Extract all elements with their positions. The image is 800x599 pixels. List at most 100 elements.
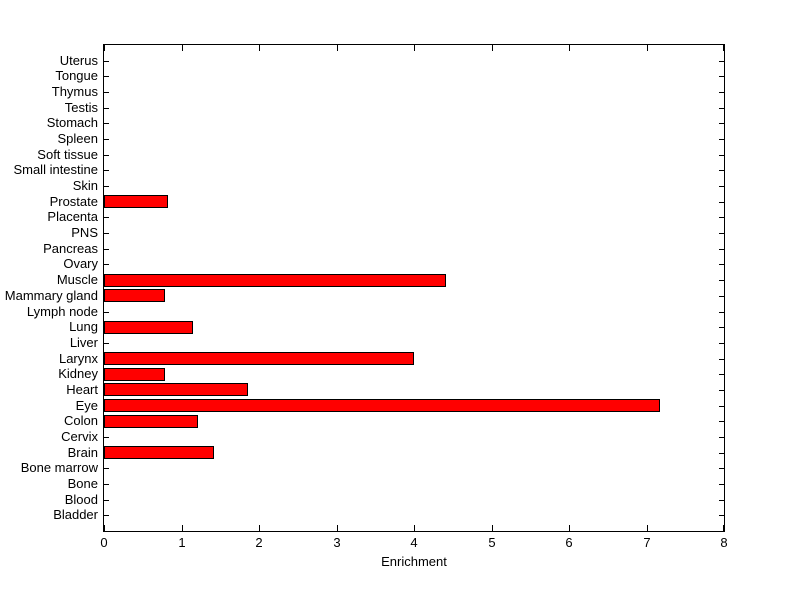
y-tick-left — [104, 437, 109, 438]
category-label: Heart — [66, 382, 98, 397]
bar — [104, 368, 165, 381]
y-tick-right — [719, 155, 724, 156]
x-tick-bottom — [259, 525, 260, 531]
category-label: Blood — [64, 492, 98, 507]
y-tick-right — [719, 186, 724, 187]
category-label: Kidney — [58, 366, 98, 381]
x-tick-label: 0 — [100, 535, 108, 550]
category-label: Spleen — [57, 131, 98, 146]
x-tick-bottom — [182, 525, 183, 531]
x-tick-label: 2 — [255, 535, 263, 550]
x-tick-label: 6 — [565, 535, 573, 550]
x-tick-top — [259, 45, 260, 51]
y-tick-right — [719, 280, 724, 281]
category-label: Bone marrow — [20, 460, 98, 475]
x-tick-top — [569, 45, 570, 51]
category-label: Bone — [67, 476, 98, 491]
y-tick-left — [104, 249, 109, 250]
y-tick-right — [719, 108, 724, 109]
y-tick-right — [719, 233, 724, 234]
y-tick-right — [719, 123, 724, 124]
category-label: Colon — [64, 413, 98, 428]
y-tick-left — [104, 312, 109, 313]
y-tick-right — [719, 515, 724, 516]
x-tick-bottom — [647, 525, 648, 531]
bar — [104, 195, 168, 208]
y-tick-right — [719, 312, 724, 313]
y-tick-left — [104, 139, 109, 140]
y-tick-right — [719, 249, 724, 250]
y-tick-right — [719, 421, 724, 422]
category-label: Mammary gland — [4, 288, 98, 303]
y-tick-left — [104, 500, 109, 501]
y-tick-right — [719, 390, 724, 391]
bar — [104, 415, 198, 428]
bar — [104, 352, 414, 365]
bar — [104, 399, 660, 412]
y-tick-right — [719, 359, 724, 360]
category-label: Lung — [69, 319, 98, 334]
category-label: Cervix — [61, 429, 98, 444]
x-tick-bottom — [337, 525, 338, 531]
bar — [104, 321, 193, 334]
y-tick-right — [719, 484, 724, 485]
y-tick-left — [104, 186, 109, 187]
x-tick-bottom — [492, 525, 493, 531]
y-tick-right — [719, 343, 724, 344]
y-tick-left — [104, 515, 109, 516]
x-tick-top — [647, 45, 648, 51]
category-label: PNS — [71, 225, 98, 240]
x-tick-top — [104, 45, 105, 51]
bar — [104, 446, 214, 459]
category-label: Lymph node — [26, 304, 98, 319]
x-tick-top — [492, 45, 493, 51]
y-tick-right — [719, 217, 724, 218]
bar — [104, 383, 248, 396]
x-tick-top — [723, 45, 724, 51]
x-tick-label: 1 — [178, 535, 186, 550]
category-label: Placenta — [47, 209, 98, 224]
chart-plot-area — [103, 44, 725, 532]
category-label: Ovary — [63, 256, 98, 271]
y-tick-right — [719, 76, 724, 77]
y-tick-right — [719, 374, 724, 375]
category-label: Stomach — [46, 115, 98, 130]
x-tick-top — [414, 45, 415, 51]
y-tick-left — [104, 92, 109, 93]
x-tick-label: 7 — [643, 535, 651, 550]
y-tick-left — [104, 76, 109, 77]
x-tick-label: 4 — [410, 535, 418, 550]
category-label: Larynx — [58, 351, 98, 366]
y-tick-right — [719, 92, 724, 93]
y-tick-right — [719, 406, 724, 407]
y-tick-right — [719, 61, 724, 62]
category-label: Small intestine — [13, 162, 98, 177]
y-tick-right — [719, 202, 724, 203]
bar — [104, 289, 165, 302]
category-label: Brain — [67, 445, 98, 460]
x-tick-top — [337, 45, 338, 51]
y-tick-left — [104, 108, 109, 109]
x-tick-top — [182, 45, 183, 51]
y-tick-right — [719, 453, 724, 454]
category-label: Prostate — [49, 194, 98, 209]
x-tick-bottom — [104, 525, 105, 531]
category-label: Muscle — [56, 272, 98, 287]
category-label: Pancreas — [43, 241, 98, 256]
y-tick-right — [719, 296, 724, 297]
category-label: Skin — [72, 178, 98, 193]
y-tick-left — [104, 170, 109, 171]
y-tick-left — [104, 264, 109, 265]
x-tick-bottom — [723, 525, 724, 531]
bar — [104, 274, 446, 287]
x-tick-bottom — [569, 525, 570, 531]
y-tick-left — [104, 484, 109, 485]
y-tick-right — [719, 468, 724, 469]
y-tick-left — [104, 343, 109, 344]
x-tick-label: 5 — [488, 535, 496, 550]
x-tick-label: 8 — [720, 535, 728, 550]
category-label: Bladder — [53, 507, 98, 522]
x-tick-bottom — [414, 525, 415, 531]
y-tick-right — [719, 170, 724, 171]
